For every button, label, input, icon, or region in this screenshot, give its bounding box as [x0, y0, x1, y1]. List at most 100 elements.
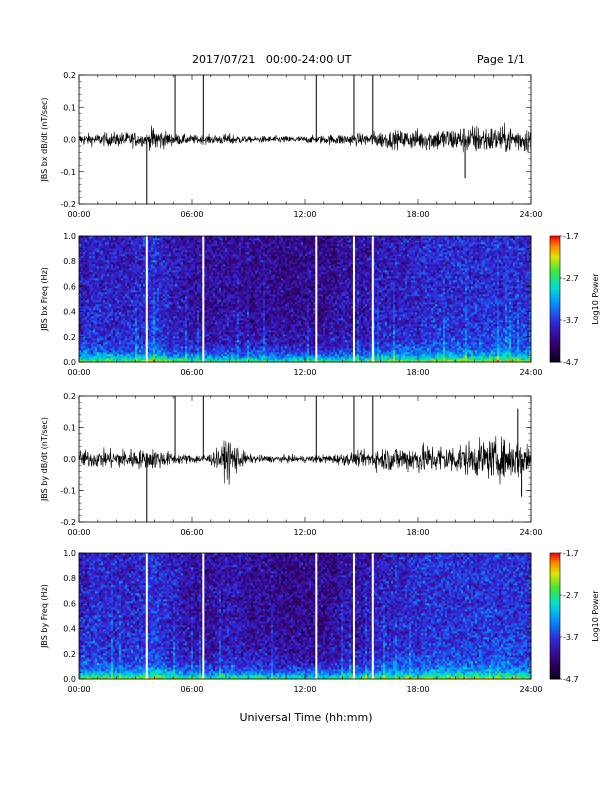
spectrogram-cell: [233, 344, 236, 347]
spectrogram-cell: [135, 284, 138, 287]
spectrogram-cell: [117, 322, 120, 325]
spectrogram-cell: [139, 258, 142, 261]
spectrogram-cell: [85, 318, 88, 321]
spectrogram-cell: [83, 336, 86, 339]
spectrogram-cell: [197, 260, 200, 263]
spectrogram-cell: [139, 330, 142, 333]
spectrogram-cell: [135, 268, 138, 271]
spectrogram-cell: [231, 332, 234, 335]
spectrogram-cell: [151, 314, 154, 317]
spectrogram-cell: [109, 298, 112, 301]
spectrogram-cell: [171, 260, 174, 263]
spectrogram-cell: [97, 338, 100, 341]
spectrogram-cell: [209, 308, 212, 311]
spectrogram-cell: [225, 330, 228, 333]
spectrogram-cell: [131, 344, 134, 347]
spectrogram-cell: [173, 300, 176, 303]
spectrogram-cell: [177, 262, 180, 265]
spectrogram-cell: [189, 284, 192, 287]
spectrogram-cell: [95, 250, 98, 253]
spectrogram-cell: [155, 330, 158, 333]
spectrogram-cell: [89, 276, 92, 279]
spectrogram-cell: [131, 336, 134, 339]
spectrogram-cell: [87, 336, 90, 339]
spectrogram-cell: [195, 356, 198, 359]
spectrogram-cell: [183, 358, 186, 361]
spectrogram-cell: [105, 264, 108, 267]
spectrogram-cell: [125, 256, 128, 259]
spectrogram-cell: [229, 284, 232, 287]
spectrogram-cell: [223, 278, 226, 281]
spectrogram-cell: [109, 250, 112, 253]
spectrogram-cell: [155, 272, 158, 275]
spectrogram-cell: [85, 320, 88, 323]
spectrogram-cell: [85, 278, 88, 281]
spectrogram-cell: [87, 342, 90, 345]
spectrogram-cell: [97, 292, 100, 295]
spectrogram-cell: [171, 284, 174, 287]
spectrogram-cell: [125, 338, 128, 341]
spectrogram-cell: [167, 324, 170, 327]
spectrogram-cell: [225, 296, 228, 299]
spectrogram-cell: [135, 352, 138, 355]
spectrogram-cell: [165, 246, 168, 249]
spectrogram-cell: [123, 300, 126, 303]
spectrogram-cell: [179, 340, 182, 343]
spectrogram-cell: [125, 282, 128, 285]
spectrogram-cell: [217, 332, 220, 335]
spectrogram-cell: [227, 304, 230, 307]
spectrogram-cell: [89, 252, 92, 255]
spectrogram-cell: [111, 240, 114, 243]
spectrogram-cell: [147, 286, 150, 289]
spectrogram-cell: [107, 264, 110, 267]
spectrogram-cell: [201, 274, 204, 277]
spectrogram-cell: [201, 338, 204, 341]
spectrogram-cell: [95, 248, 98, 251]
spectrogram-cell: [85, 344, 88, 347]
spectrogram-cell: [79, 300, 82, 303]
spectrogram-cell: [89, 294, 92, 297]
spectrogram-cell: [127, 330, 130, 333]
spectrogram-cell: [131, 258, 134, 261]
spectrogram-cell: [113, 350, 116, 353]
spectrogram-cell: [161, 296, 164, 299]
spectrogram-cell: [197, 338, 200, 341]
spectrogram-cell: [225, 308, 228, 311]
spectrogram-cell: [155, 296, 158, 299]
spectrogram-cell: [99, 318, 102, 321]
spectrogram-cell: [221, 330, 224, 333]
spectrogram-cell: [137, 314, 140, 317]
spectrogram-cell: [181, 320, 184, 323]
spectrogram-cell: [209, 330, 212, 333]
spectrogram-cell: [113, 352, 116, 355]
spectrogram-cell: [135, 266, 138, 269]
spectrogram-cell: [199, 316, 202, 319]
spectrogram-cell: [225, 284, 228, 287]
spectrogram-cell: [183, 254, 186, 257]
spectrogram-cell: [89, 250, 92, 253]
spectrogram-cell: [179, 236, 182, 239]
spectrogram-cell: [167, 326, 170, 329]
spectrogram-cell: [225, 340, 228, 343]
spectrogram-cell: [155, 334, 158, 337]
spectrogram-cell: [113, 246, 116, 249]
spectrogram-cell: [179, 298, 182, 301]
spectrogram-cell: [125, 272, 128, 275]
spectrogram-cell: [223, 294, 226, 297]
spectrogram-cell: [209, 338, 212, 341]
spectrogram-cell: [225, 348, 228, 351]
spectrogram-cell: [149, 328, 152, 331]
spectrogram-cell: [143, 274, 146, 277]
spectrogram-cell: [123, 292, 126, 295]
spectrogram-cell: [159, 276, 162, 279]
spectrogram-cell: [99, 250, 102, 253]
spectrogram-cell: [193, 344, 196, 347]
spectrogram-cell: [215, 248, 218, 251]
spectrogram-cell: [99, 262, 102, 265]
spectrogram-cell: [93, 250, 96, 253]
spectrogram-cell: [83, 282, 86, 285]
spectrogram-cell: [147, 298, 150, 301]
spectrogram-cell: [87, 292, 90, 295]
spectrogram-cell: [197, 324, 200, 327]
spectrogram-cell: [135, 272, 138, 275]
